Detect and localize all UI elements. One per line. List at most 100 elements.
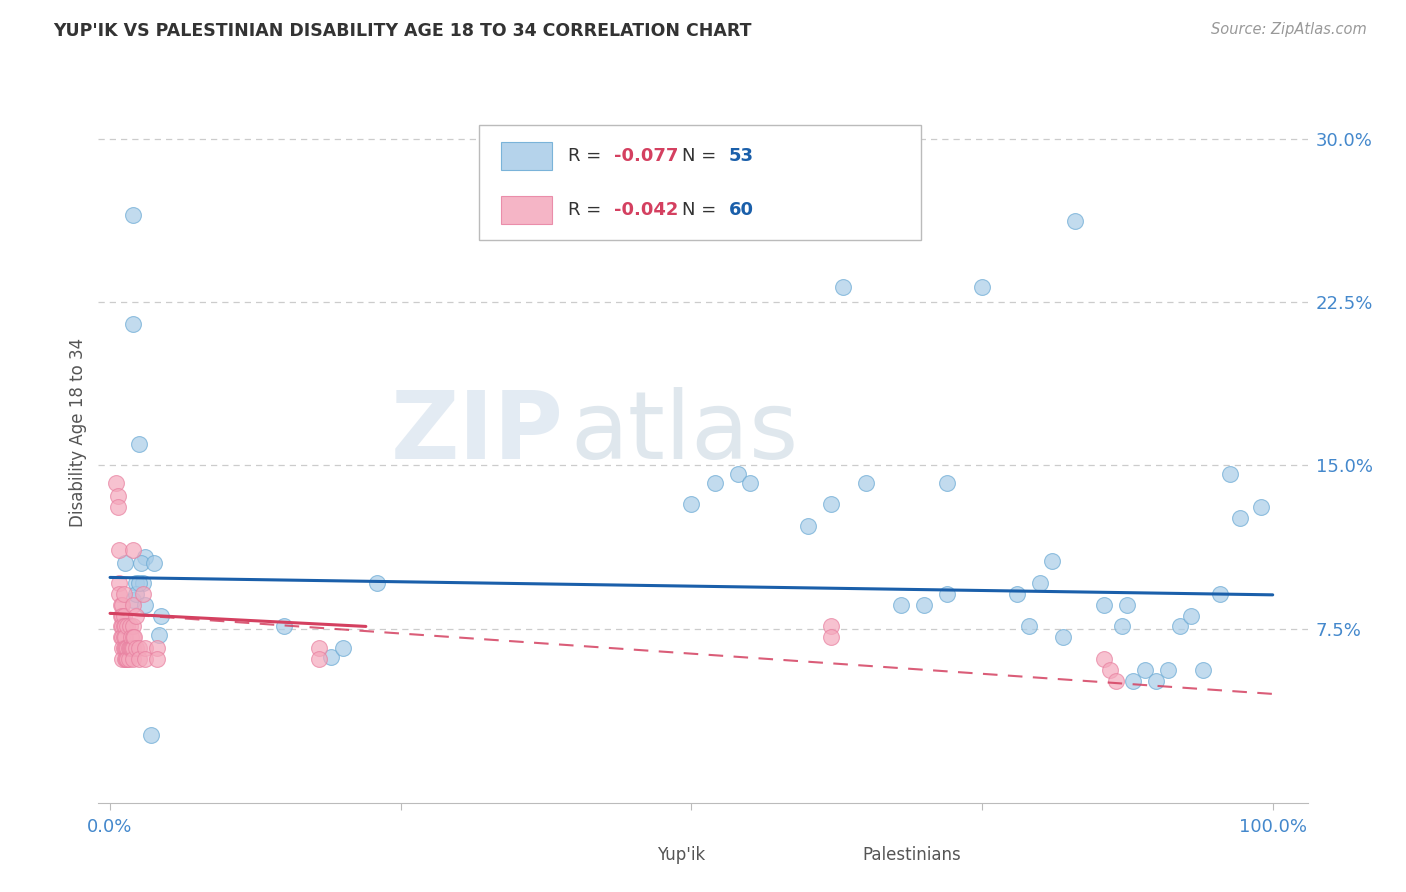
FancyBboxPatch shape [501,142,551,169]
Point [855,475,877,490]
Text: Palestinians: Palestinians [863,846,962,863]
Point [110,598,132,612]
Point [1029,575,1052,590]
Point [111,608,134,623]
Point [120,630,142,644]
Point [128,436,150,450]
Point [117,652,139,666]
Point [118,652,141,666]
Point [1209,587,1232,601]
Text: ZIP: ZIP [391,386,564,479]
Point [122,317,145,331]
Point [124,608,146,623]
Point [108,587,131,601]
Point [1157,663,1180,677]
Point [131,575,153,590]
Text: Yup'ik: Yup'ik [657,846,706,863]
Point [332,641,354,656]
Point [1111,619,1133,633]
Point [117,619,139,633]
Point [131,587,153,601]
Point [308,652,330,666]
FancyBboxPatch shape [501,195,551,224]
Point [1116,598,1139,612]
Text: -0.042: -0.042 [613,201,678,219]
Point [820,498,842,512]
Point [366,575,388,590]
Point [796,519,818,533]
Point [145,652,167,666]
Point [1018,619,1040,633]
Point [308,641,330,656]
Point [118,619,141,633]
Point [104,475,127,490]
Point [936,475,959,490]
Point [1098,663,1121,677]
Point [114,556,136,570]
Point [1092,652,1115,666]
Point [118,641,141,656]
Point [115,652,138,666]
Point [134,652,156,666]
Point [114,630,136,644]
Point [122,652,145,666]
Point [128,641,150,656]
Point [121,641,143,656]
FancyBboxPatch shape [606,844,645,865]
Point [150,608,173,623]
Point [112,587,135,601]
Text: YUP'IK VS PALESTINIAN DISABILITY AGE 18 TO 34 CORRELATION CHART: YUP'IK VS PALESTINIAN DISABILITY AGE 18 … [53,22,752,40]
Point [112,630,135,644]
Text: N =: N = [682,201,723,219]
Text: 60: 60 [728,201,754,219]
Point [1005,587,1028,601]
Point [114,641,136,656]
Point [114,652,136,666]
Point [820,619,842,633]
Point [319,649,342,664]
Point [134,641,156,656]
Point [128,652,150,666]
Point [1122,673,1144,688]
Text: Source: ZipAtlas.com: Source: ZipAtlas.com [1211,22,1367,37]
Text: -0.077: -0.077 [613,146,678,165]
Point [681,498,703,512]
Point [107,489,129,503]
Point [1052,630,1074,644]
Point [122,208,145,222]
Point [115,641,138,656]
Point [134,549,156,564]
Point [111,641,134,656]
Text: atlas: atlas [569,386,799,479]
Point [110,630,132,644]
Point [936,587,959,601]
Point [1250,500,1272,514]
Point [114,619,136,633]
Point [128,575,150,590]
Point [831,279,853,293]
FancyBboxPatch shape [811,844,851,865]
Point [970,279,993,293]
Point [820,630,842,644]
Point [139,728,162,742]
Point [111,630,134,644]
Point [148,628,170,642]
Point [111,619,134,633]
Point [1229,510,1251,524]
Point [1144,673,1167,688]
Text: N =: N = [682,146,723,165]
Point [703,475,725,490]
Text: 53: 53 [728,146,754,165]
Point [890,598,912,612]
Text: R =: R = [568,201,606,219]
Point [145,641,167,656]
Y-axis label: Disability Age 18 to 34: Disability Age 18 to 34 [69,338,87,527]
Point [117,641,139,656]
Point [118,641,141,656]
Point [1105,673,1128,688]
Point [1064,214,1087,228]
Point [111,598,134,612]
Point [1180,608,1202,623]
Point [1040,554,1063,568]
Text: R =: R = [568,146,606,165]
